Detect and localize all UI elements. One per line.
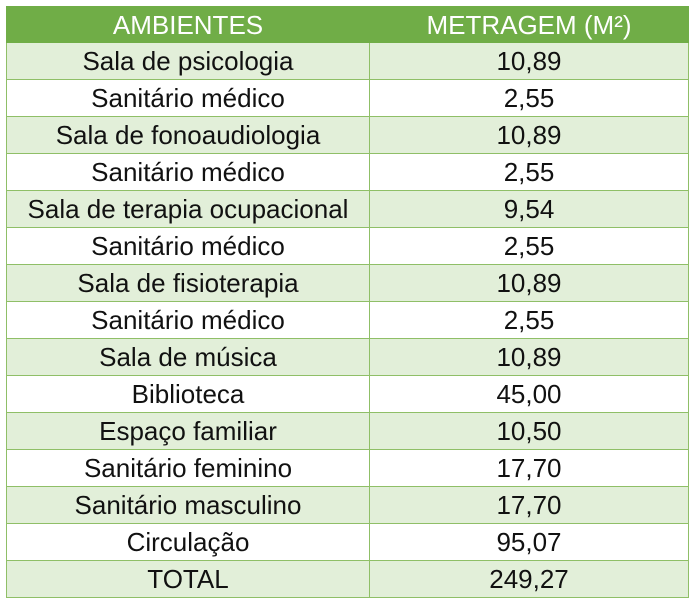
table-row: Sanitário médico 2,55 [6,227,689,265]
cell-ambiente: Sala de música [6,338,370,376]
cell-ambiente: Sala de psicologia [6,42,370,80]
cell-metragem: 2,55 [369,227,689,265]
cell-ambiente: Sala de fisioterapia [6,264,370,302]
table-row: Sala de música 10,89 [6,338,689,376]
area-table-container: AMBIENTES METRAGEM (M²) Sala de psicolog… [6,6,689,598]
table-row: Sala de fisioterapia 10,89 [6,264,689,302]
cell-ambiente: Espaço familiar [6,412,370,450]
cell-ambiente: Sala de fonoaudiologia [6,116,370,154]
table-row: Sanitário médico 2,55 [6,79,689,117]
table-row: Sala de fonoaudiologia 10,89 [6,116,689,154]
cell-metragem: 45,00 [369,375,689,413]
cell-metragem: 9,54 [369,190,689,228]
cell-ambiente: Circulação [6,523,370,561]
cell-ambiente: Sanitário masculino [6,486,370,524]
cell-metragem: 2,55 [369,301,689,339]
table-row: Biblioteca 45,00 [6,375,689,413]
header-metragem: METRAGEM (M²) [369,6,689,43]
table-row: Sala de psicologia 10,89 [6,42,689,80]
cell-metragem: 17,70 [369,449,689,487]
cell-metragem: 2,55 [369,153,689,191]
table-row: Sanitário feminino 17,70 [6,449,689,487]
cell-ambiente: Sanitário médico [6,301,370,339]
cell-metragem: 10,89 [369,264,689,302]
cell-metragem: 10,50 [369,412,689,450]
cell-ambiente: Sala de terapia ocupacional [6,190,370,228]
table-row: Circulação 95,07 [6,523,689,561]
cell-metragem: 10,89 [369,116,689,154]
table-row: Sanitário masculino 17,70 [6,486,689,524]
cell-ambiente: Sanitário médico [6,79,370,117]
cell-metragem: 10,89 [369,338,689,376]
table-row: Sanitário médico 2,55 [6,153,689,191]
header-row: AMBIENTES METRAGEM (M²) [6,6,689,43]
table-body: Sala de psicologia 10,89 Sanitário médic… [6,42,689,598]
total-value: 249,27 [369,560,689,598]
table-header: AMBIENTES METRAGEM (M²) [6,6,689,43]
cell-ambiente: Sanitário médico [6,227,370,265]
cell-metragem: 2,55 [369,79,689,117]
area-table: AMBIENTES METRAGEM (M²) Sala de psicolog… [6,6,689,598]
header-ambientes: AMBIENTES [6,6,370,43]
cell-ambiente: Sanitário médico [6,153,370,191]
table-row: Sala de terapia ocupacional 9,54 [6,190,689,228]
total-row: TOTAL 249,27 [6,560,689,598]
cell-metragem: 95,07 [369,523,689,561]
cell-metragem: 10,89 [369,42,689,80]
table-row: Espaço familiar 10,50 [6,412,689,450]
cell-ambiente: Sanitário feminino [6,449,370,487]
cell-ambiente: Biblioteca [6,375,370,413]
total-label: TOTAL [6,560,370,598]
table-row: Sanitário médico 2,55 [6,301,689,339]
cell-metragem: 17,70 [369,486,689,524]
